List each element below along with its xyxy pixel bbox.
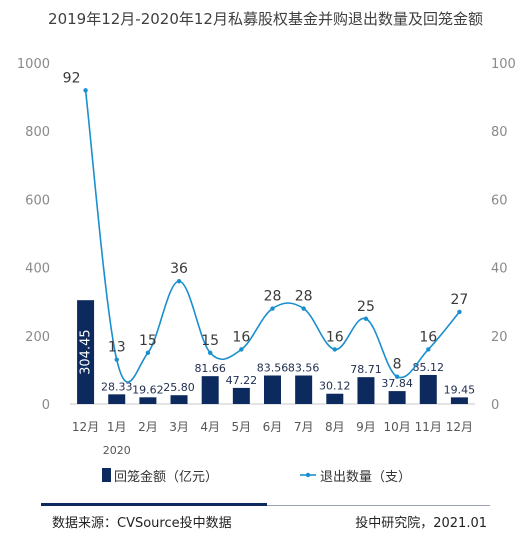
legend-line-marker	[305, 472, 311, 478]
y-right-tick-label: 20	[491, 330, 508, 345]
x-tick-label: 2月	[138, 420, 158, 434]
y-left-tick-label: 0	[42, 398, 50, 413]
bar	[450, 397, 468, 404]
line-point	[176, 279, 182, 284]
line-point	[301, 306, 306, 311]
line-point	[83, 88, 88, 93]
legend-bar-label: 回笼金额（亿元）	[114, 469, 218, 485]
y-left-tick-label: 1000	[17, 57, 50, 72]
x-tick-label: 3月	[169, 420, 189, 434]
footer-divider-accent	[41, 503, 267, 506]
line-point	[394, 374, 400, 379]
x-year-label: 2020	[103, 444, 131, 457]
y-right-tick-label: 100	[491, 57, 516, 72]
x-tick-label: 4月	[200, 420, 220, 434]
line-point	[457, 309, 462, 315]
line-point	[114, 357, 119, 362]
bar	[108, 394, 126, 404]
x-tick-label: 9月	[356, 420, 376, 434]
bar-value-label: 25.80	[163, 381, 195, 394]
bar	[232, 387, 250, 404]
bar	[77, 300, 95, 404]
line-value-label: 27	[451, 292, 469, 308]
x-tick-label: 10月	[383, 420, 410, 434]
line-value-label: 16	[232, 329, 250, 345]
line-value-label: 92	[63, 70, 81, 86]
bar	[295, 375, 313, 404]
bar	[357, 377, 375, 404]
bar-value-label: 47.22	[226, 374, 258, 387]
line-point	[207, 350, 213, 356]
line-point	[239, 347, 244, 352]
line-point	[270, 306, 275, 311]
bar-value-label: 30.12	[319, 380, 351, 393]
x-tick-label: 5月	[232, 420, 252, 434]
bar-value-label: 83.56	[288, 362, 320, 375]
y-left-tick-label: 400	[25, 262, 50, 277]
bar-value-label: 19.62	[132, 383, 164, 396]
y-left-tick-label: 200	[25, 330, 50, 345]
bar-value-label: 37.84	[381, 377, 413, 390]
chart-title: 2019年12月-2020年12月私募股权基金并购退出数量及回笼金额	[48, 10, 483, 28]
bar-value-label: 19.45	[444, 383, 476, 396]
x-tick-label: 11月	[415, 420, 442, 434]
line-value-label: 15	[201, 333, 219, 349]
line-point	[426, 347, 431, 352]
bar	[419, 374, 437, 404]
legend-bar-swatch	[102, 468, 111, 482]
bar-value-label: 78.71	[350, 363, 382, 376]
y-left-tick-label: 600	[25, 193, 50, 208]
y-left-tick-label: 800	[25, 125, 50, 140]
line-value-label: 25	[357, 299, 375, 315]
line-value-label: 15	[139, 333, 157, 349]
x-tick-label: 7月	[294, 420, 314, 434]
series-line	[84, 90, 461, 383]
bar	[388, 391, 406, 404]
x-tick-label: 12月	[446, 420, 473, 434]
legend-line-label: 退出数量（支）	[320, 470, 411, 485]
x-tick-label: 12月	[72, 420, 99, 434]
line-point	[145, 350, 151, 356]
line-value-label: 16	[326, 329, 344, 345]
line-value-label: 13	[108, 340, 126, 356]
credit-note: 投中研究院，2021.01	[355, 516, 487, 531]
line-value-label: 16	[419, 329, 437, 345]
y-right-tick-label: 80	[491, 125, 508, 140]
line-value-label: 8	[393, 357, 402, 373]
source-note: 数据来源：CVSource投中数据	[52, 516, 232, 531]
bar-value-label: 81.66	[194, 362, 226, 375]
y-right-tick-label: 0	[491, 398, 499, 413]
x-tick-label: 8月	[325, 420, 345, 434]
bar	[201, 376, 219, 404]
line-value-label: 28	[264, 289, 282, 305]
bar-value-label: 28.33	[101, 380, 133, 393]
line-point	[363, 316, 369, 321]
x-tick-label: 6月	[263, 420, 283, 434]
bar	[139, 397, 157, 404]
bar-value-label: 85.12	[413, 361, 445, 374]
x-tick-label: 1月	[107, 420, 127, 434]
y-right-tick-label: 60	[491, 193, 508, 208]
bar	[170, 395, 188, 404]
line-value-label: 36	[170, 261, 188, 277]
bar-value-label: 304.45	[79, 329, 94, 375]
bar	[264, 375, 281, 404]
y-right-tick-label: 40	[491, 262, 508, 277]
line-value-label: 28	[295, 289, 313, 305]
bar	[326, 393, 344, 404]
bar-value-label: 83.56	[257, 362, 289, 375]
line-point	[332, 347, 338, 352]
